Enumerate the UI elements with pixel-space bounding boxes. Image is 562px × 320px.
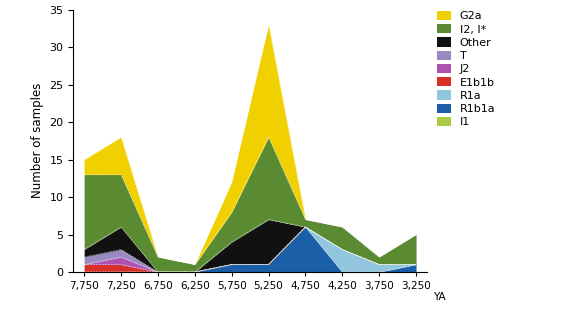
Y-axis label: Number of samples: Number of samples xyxy=(31,83,44,198)
Legend: G2a, I2, I*, Other, T, J2, E1b1b, R1a, R1b1a, I1: G2a, I2, I*, Other, T, J2, E1b1b, R1a, R… xyxy=(436,10,496,128)
Text: YA: YA xyxy=(433,292,446,302)
